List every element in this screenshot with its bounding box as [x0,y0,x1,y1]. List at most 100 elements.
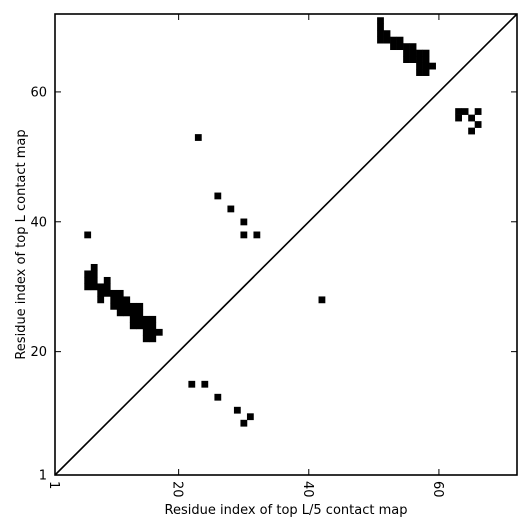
contact-cell-top-l [403,49,410,57]
contact-cell-top-l [103,283,111,291]
contact-cell-top-l [416,56,423,63]
contact-cell-top-l [84,276,92,284]
contact-cell-top-l5 [188,380,196,388]
contact-cell-top-l [253,231,261,239]
contact-cell-top-l [84,270,92,278]
contact-cell-top-l [422,49,430,57]
contact-marks [84,17,482,427]
contact-cell-top-l [377,23,384,31]
contact-cell-top-l [90,263,98,271]
contact-cell-top-l [194,134,202,141]
contact-cell-top-l [214,192,222,200]
y-tick-label: 60 [30,85,47,100]
contact-cell-top-l [136,315,144,323]
contact-cell-top-l [97,296,105,304]
contact-cell-top-l [149,328,157,336]
contact-cell-top-l [396,43,404,51]
plot-frame [54,13,518,476]
contact-cell-top-l [383,36,391,44]
contact-cell-top-l [416,62,423,70]
contact-cell-top-l [429,62,436,70]
contact-cell-top-l5 [246,413,254,421]
contact-cell-top-l [390,43,397,51]
contact-cell-top-l5 [214,393,222,401]
contact-cell-top-l [123,296,131,304]
contact-cell-top-l [149,335,157,343]
contact-cell-top-l [84,231,92,239]
contact-cell-top-l [90,276,98,284]
contact-cell-top-l [129,315,137,323]
contact-cell-top-l [149,315,157,323]
contact-cell-top-l [390,36,397,44]
contact-cell-top-l [240,218,248,226]
contact-cell-top-l5 [233,406,241,414]
contact-cell-top-l [129,309,137,317]
y-tick-label: 1 [39,469,47,484]
contact-cell-top-l5 [201,380,209,388]
x-tick-label: 60 [430,481,445,498]
contact-cell-top-l [474,108,482,115]
contact-cell-top-l [468,127,476,135]
contact-cell-top-l [90,283,98,291]
contact-cell-top-l [129,322,137,330]
x-tick-label: 20 [170,481,185,498]
contact-cell-top-l [142,315,150,323]
contact-cell-top-l [416,69,423,76]
contact-cell-top-l [383,30,391,38]
contact-cell-top-l [116,296,124,304]
contact-cell-top-l [396,36,404,44]
contact-cell-top-l [103,276,111,284]
axis-ticks: 1 20 40 60 1 20 40 60 [30,14,517,498]
x-tick-label: 40 [300,481,315,498]
contact-cell-top-l [409,43,417,51]
contact-cell-top-l5 [240,419,248,427]
contact-cell-top-l [116,302,124,310]
contact-cell-top-l [416,49,423,57]
contact-cell-top-l [84,283,92,291]
contact-cell-top-l [136,302,144,310]
contact-cell-top-l [116,309,124,317]
contact-cell-top-l [474,121,482,128]
contact-cell-top-l [377,36,384,44]
contact-cell-top-l [240,231,248,239]
contact-cell-top-l [318,296,326,304]
contact-cell-top-l [116,289,124,297]
y-axis-label: Residue index of top L contact map [14,129,29,359]
contact-cell-top-l [455,114,462,122]
contact-cell-top-l [142,335,150,343]
contact-cell-top-l [227,205,235,213]
contact-cell-top-l [103,289,111,297]
x-axis-label: Residue index of top L/5 contact map [165,503,408,518]
y-tick-label: 40 [30,215,47,230]
contact-cell-top-l [461,108,469,115]
contact-cell-top-l [123,309,131,317]
contact-cell-top-l [377,17,384,25]
contact-cell-top-l [455,108,462,115]
contact-cell-top-l [468,114,476,122]
contact-cell-top-l [403,43,410,51]
contact-cell-top-l [422,56,430,63]
contact-cell-top-l [155,328,163,336]
contact-cell-top-l [149,322,157,330]
contact-cell-top-l [142,322,150,330]
contact-cell-top-l [110,302,118,310]
contact-cell-top-l [422,62,430,70]
contact-cell-top-l [422,69,430,76]
contact-cell-top-l [123,302,131,310]
diagonal-line [54,13,518,476]
contact-cell-top-l [110,296,118,304]
contact-cell-top-l [409,49,417,57]
contact-cell-top-l [403,56,410,63]
contact-cell-top-l [90,270,98,278]
contact-cell-top-l [129,302,137,310]
x-tick-label: 1 [46,481,61,489]
y-tick-label: 20 [30,345,47,360]
contact-cell-top-l [409,56,417,63]
contact-cell-top-l [377,30,384,38]
contact-cell-top-l [142,328,150,336]
contact-cell-top-l [110,289,118,297]
contact-cell-top-l [97,289,105,297]
contact-cell-top-l [97,283,105,291]
contact-cell-top-l [136,322,144,330]
